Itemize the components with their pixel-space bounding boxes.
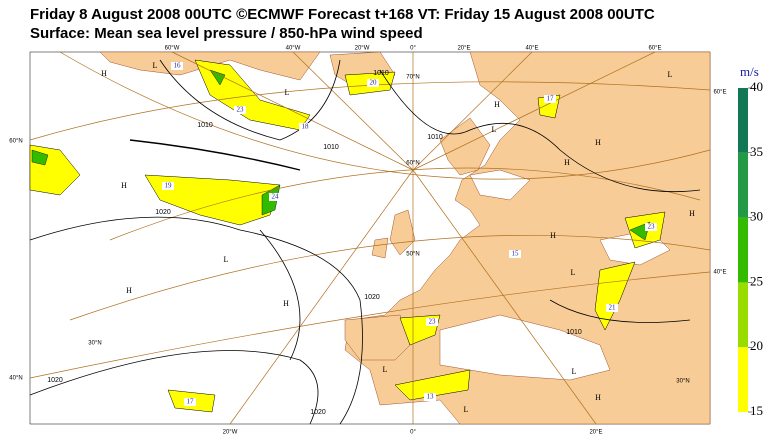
wind-label: 21 bbox=[609, 304, 617, 312]
wind-label-box bbox=[367, 79, 379, 87]
grid-label: 60°N bbox=[406, 161, 419, 167]
title: Friday 8 August 2008 00UTC ©ECMWF Foreca… bbox=[30, 6, 655, 23]
pressure-center: L bbox=[492, 125, 497, 134]
wind-label: 13 bbox=[427, 393, 435, 401]
isobar-label: 1020 bbox=[310, 409, 326, 416]
isobar-label: 1010 bbox=[197, 122, 213, 129]
wind-label-box bbox=[184, 398, 196, 406]
grid-label: 20°E bbox=[457, 46, 470, 52]
wind-label: 23 bbox=[237, 106, 245, 114]
grid-label: 60°W bbox=[165, 46, 180, 52]
wind-label-box bbox=[606, 304, 618, 312]
subtitle: Surface: Mean sea level pressure / 850-h… bbox=[30, 25, 423, 42]
grid-label: 20°E bbox=[589, 430, 602, 436]
grid-label: 0° bbox=[410, 430, 416, 436]
pressure-center: H bbox=[126, 286, 132, 295]
pressure-center: H bbox=[595, 138, 601, 147]
pressure-center: H bbox=[595, 393, 601, 402]
pressure-center: L bbox=[572, 367, 577, 376]
colorbar-segment bbox=[738, 217, 748, 283]
grid-label: 30°N bbox=[88, 341, 101, 347]
graticule bbox=[29, 51, 711, 425]
grid-label: 60°N bbox=[9, 139, 22, 145]
isobar-label: 1020 bbox=[47, 377, 63, 384]
map-labels: 60°W 40°W 20°W 0° 20°E 40°E 60°E 20°W 0° 20°E 60°N… bbox=[9, 46, 726, 436]
wind-label-box bbox=[162, 182, 174, 190]
colorbar-unit: m/s bbox=[740, 64, 759, 79]
wind-label: 20 bbox=[370, 79, 378, 87]
grid-label: 20°W bbox=[355, 46, 370, 52]
pressure-center: L bbox=[668, 70, 673, 79]
isobars bbox=[29, 59, 701, 425]
colorbar: m/s 15 20 25 30 35 40 bbox=[738, 64, 763, 418]
wind-label-box bbox=[424, 393, 436, 401]
pressure-center: H bbox=[121, 181, 127, 190]
grid-label: 60°E bbox=[648, 46, 661, 52]
colorbar-segment bbox=[738, 347, 748, 412]
colorbar-segment bbox=[738, 282, 748, 348]
grid-label: 40°W bbox=[286, 46, 301, 52]
pressure-center: H bbox=[101, 69, 107, 78]
wind-label: 23 bbox=[648, 223, 656, 231]
isobar-label: 1020 bbox=[155, 209, 171, 216]
wind-label: 16 bbox=[174, 62, 182, 70]
grid-label: 70°N bbox=[406, 75, 419, 81]
wind-label: 19 bbox=[165, 182, 173, 190]
pressure-center: L bbox=[464, 405, 469, 414]
isobar-label: 1010 bbox=[427, 134, 443, 141]
wind-label-box bbox=[269, 193, 281, 201]
grid-label: 20°W bbox=[223, 430, 238, 436]
pressure-center: L bbox=[383, 365, 388, 374]
pressure-center: H bbox=[689, 209, 695, 218]
wind-label-box bbox=[171, 62, 183, 70]
pressure-center: H bbox=[494, 100, 500, 109]
wind-label-box bbox=[509, 250, 521, 258]
colorbar-tick-label: 30 bbox=[750, 209, 763, 224]
isobar-label: 1020 bbox=[364, 294, 380, 301]
map bbox=[29, 51, 711, 425]
wind-label-box bbox=[426, 318, 438, 326]
wind-label: 23 bbox=[429, 318, 437, 326]
pressure-center: L bbox=[285, 88, 290, 97]
grid-label: 50°N bbox=[406, 252, 419, 258]
pressure-center: H bbox=[550, 231, 556, 240]
wind-label-box bbox=[645, 223, 657, 231]
pressure-center: L bbox=[571, 268, 576, 277]
wind-label-box bbox=[234, 106, 246, 114]
colorbar-tick-label: 25 bbox=[750, 273, 763, 288]
wind-label: 17 bbox=[187, 398, 195, 406]
wind-label: 17 bbox=[547, 95, 555, 103]
pressure-center: L bbox=[224, 255, 229, 264]
wind-label: 18 bbox=[302, 123, 310, 131]
wind-label: 24 bbox=[272, 193, 280, 201]
grid-label: 40°E bbox=[525, 46, 538, 52]
wind-label-box bbox=[544, 95, 556, 103]
colorbar-tick-label: 40 bbox=[750, 79, 763, 94]
colorbar-tick-label: 15 bbox=[750, 403, 763, 418]
colorbar-segment bbox=[738, 152, 748, 218]
grid-label: 40°N bbox=[9, 376, 22, 382]
grid-label: 30°N bbox=[676, 379, 689, 385]
pressure-center: H bbox=[564, 158, 570, 167]
grid-label: 40°E bbox=[713, 270, 726, 276]
grid-label: 60°E bbox=[713, 90, 726, 96]
colorbar-tick-label: 35 bbox=[750, 144, 763, 159]
isobar-label: 1010 bbox=[373, 70, 389, 77]
wind-label-box bbox=[299, 123, 311, 131]
wind-label: 15 bbox=[512, 250, 520, 258]
pressure-center: H bbox=[283, 299, 289, 308]
pressure-center: L bbox=[153, 61, 158, 70]
isobar-label: 1010 bbox=[566, 329, 582, 336]
grid-label: 0° bbox=[410, 46, 416, 52]
colorbar-tick-label: 20 bbox=[750, 338, 763, 353]
isobar-label: 1010 bbox=[323, 144, 339, 151]
colorbar-segment bbox=[738, 88, 748, 153]
